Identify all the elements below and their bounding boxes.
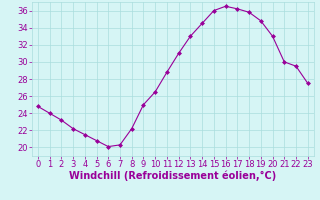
X-axis label: Windchill (Refroidissement éolien,°C): Windchill (Refroidissement éolien,°C) (69, 171, 276, 181)
